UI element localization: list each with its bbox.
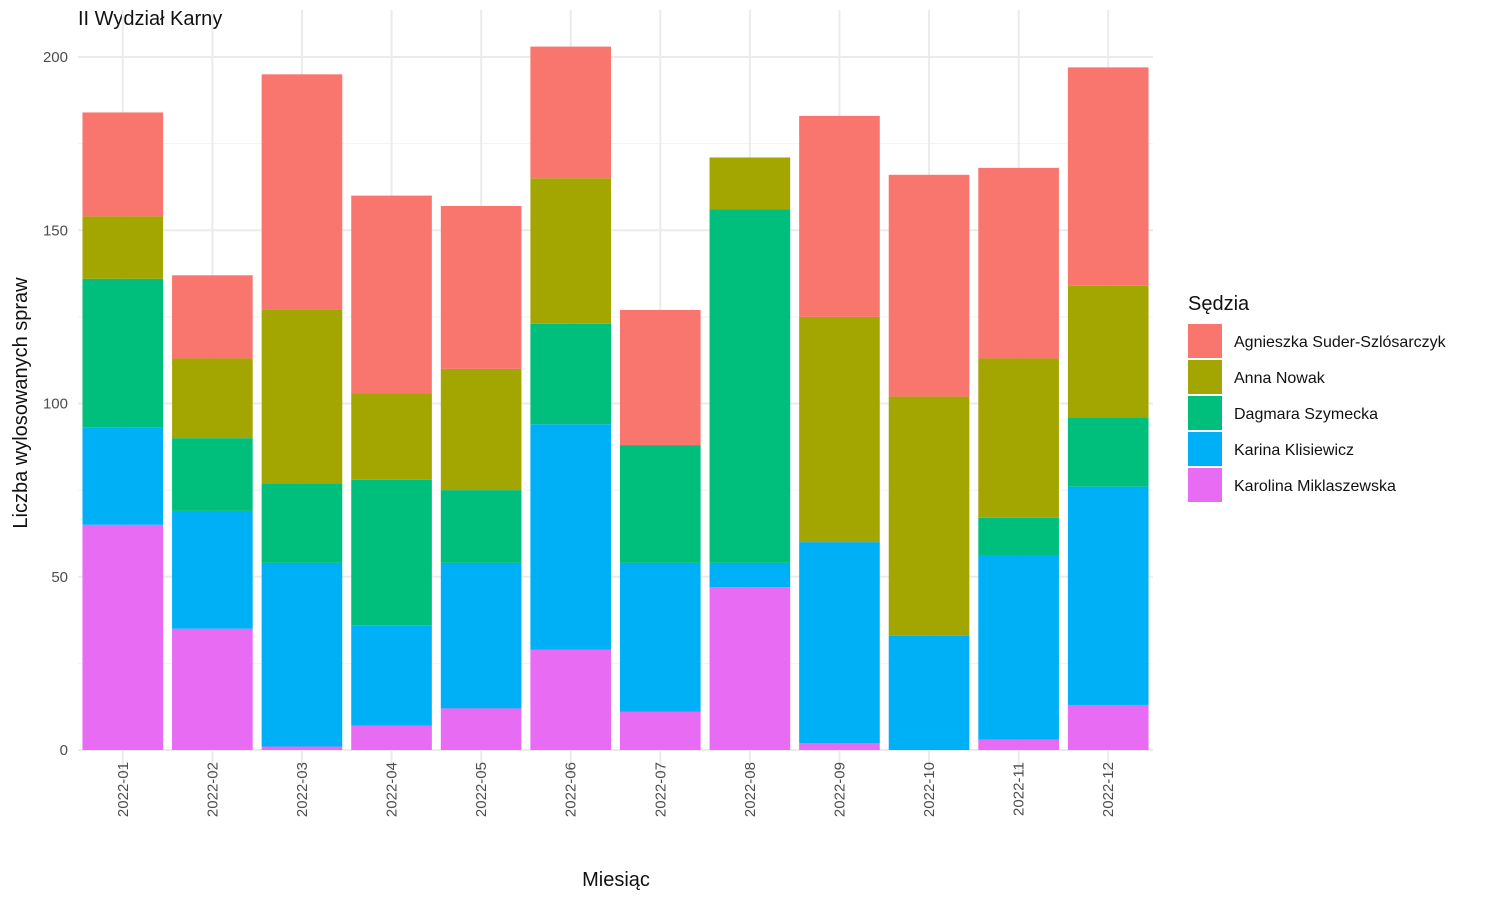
bar-segment-2022-12-1 bbox=[1067, 486, 1149, 705]
bar-segment-2022-12-4 bbox=[1067, 67, 1149, 286]
bar-segment-2022-08-1 bbox=[709, 562, 791, 588]
bar-segment-2022-06-3 bbox=[530, 178, 612, 324]
y-tick-label: 200 bbox=[43, 49, 68, 66]
bar-segment-2022-10-3 bbox=[888, 396, 970, 636]
bar-segment-2022-11-2 bbox=[978, 517, 1059, 556]
bar-segment-2022-07-4 bbox=[619, 309, 701, 446]
x-tick-label: 2022-01 bbox=[115, 762, 132, 817]
bar-segment-2022-01-0 bbox=[82, 524, 164, 750]
x-tick-label: 2022-10 bbox=[921, 762, 938, 817]
y-tick-label: 0 bbox=[60, 742, 68, 759]
legend-label: Karina Klisiewicz bbox=[1234, 442, 1354, 459]
bar-segment-2022-06-4 bbox=[530, 46, 612, 179]
bar-segment-2022-01-3 bbox=[82, 216, 164, 279]
x-tick-label: 2022-11 bbox=[1011, 762, 1028, 816]
legend-label: Karolina Miklaszewska bbox=[1234, 478, 1396, 495]
bar-segment-2022-04-3 bbox=[351, 393, 432, 480]
bar-segment-2022-02-1 bbox=[172, 510, 253, 629]
bar-segment-2022-07-1 bbox=[619, 562, 701, 712]
x-tick-label: 2022-06 bbox=[563, 762, 580, 817]
bar-segment-2022-05-0 bbox=[440, 708, 522, 750]
bar-segment-2022-09-1 bbox=[799, 542, 880, 744]
bar-segment-2022-10-4 bbox=[888, 174, 970, 397]
bar-segment-2022-11-1 bbox=[978, 555, 1059, 740]
bar-segment-2022-09-4 bbox=[799, 115, 880, 317]
bar-segment-2022-07-2 bbox=[619, 445, 701, 563]
legend-title: Sędzia bbox=[1188, 293, 1250, 315]
legend-swatch bbox=[1188, 432, 1222, 466]
bar-segment-2022-08-0 bbox=[709, 587, 791, 750]
bar-segment-2022-04-1 bbox=[351, 625, 432, 726]
bar-segment-2022-04-0 bbox=[351, 725, 432, 750]
legend: Sędzia Agnieszka Suder-Szlósarczyk Anna N… bbox=[1188, 293, 1447, 502]
bar-segment-2022-02-4 bbox=[172, 275, 253, 359]
x-tick-label: 2022-07 bbox=[652, 762, 669, 817]
legend-swatch bbox=[1188, 324, 1222, 358]
x-axis-title: Miesiąc bbox=[582, 869, 650, 891]
legend-swatch bbox=[1188, 360, 1222, 394]
bar-segment-2022-10-1 bbox=[888, 635, 970, 750]
bar-segment-2022-08-2 bbox=[709, 209, 791, 563]
legend-swatch bbox=[1188, 468, 1222, 502]
y-tick-label: 100 bbox=[43, 396, 68, 413]
x-tick-label: 2022-02 bbox=[204, 762, 221, 817]
bar-segment-2022-02-2 bbox=[172, 438, 253, 511]
bar-segment-2022-12-3 bbox=[1067, 285, 1149, 418]
bar-segment-2022-05-1 bbox=[440, 562, 522, 709]
bar-segment-2022-11-3 bbox=[978, 358, 1059, 518]
x-tick-label: 2022-04 bbox=[384, 762, 401, 817]
x-tick-label: 2022-05 bbox=[473, 762, 490, 817]
legend-label: Anna Nowak bbox=[1234, 370, 1326, 387]
bar-group bbox=[82, 46, 1149, 750]
y-axis-title: Liczba wylosowanych spraw bbox=[10, 277, 32, 529]
bar-segment-2022-08-3 bbox=[709, 157, 791, 210]
bar-segment-2022-01-4 bbox=[82, 112, 164, 217]
bar-segment-2022-04-4 bbox=[351, 195, 432, 394]
bar-segment-2022-03-3 bbox=[261, 309, 343, 484]
bar-segment-2022-05-3 bbox=[440, 368, 522, 491]
x-axis-ticks: 2022-01 2022-02 2022-03 2022-04 2022-05 2022-… bbox=[115, 762, 1117, 817]
x-tick-label: 2022-08 bbox=[742, 762, 759, 817]
bar-segment-2022-05-2 bbox=[440, 490, 522, 563]
bar-segment-2022-04-2 bbox=[351, 479, 432, 626]
legend-label: Agnieszka Suder-Szlósarczyk bbox=[1234, 334, 1447, 351]
legend-label: Dagmara Szymecka bbox=[1234, 406, 1378, 423]
bar-segment-2022-02-3 bbox=[172, 358, 253, 439]
x-tick-label: 2022-12 bbox=[1100, 762, 1117, 817]
bar-segment-2022-12-2 bbox=[1067, 417, 1149, 487]
chart-title: II Wydział Karny bbox=[78, 8, 223, 30]
bar-segment-2022-07-0 bbox=[619, 711, 701, 750]
bar-segment-2022-06-2 bbox=[530, 323, 612, 425]
y-tick-label: 150 bbox=[43, 222, 68, 239]
bar-segment-2022-11-4 bbox=[978, 167, 1059, 359]
bar-segment-2022-03-2 bbox=[261, 483, 343, 563]
bar-segment-2022-06-1 bbox=[530, 424, 612, 650]
bar-segment-2022-02-0 bbox=[172, 628, 253, 750]
bar-segment-2022-06-0 bbox=[530, 649, 612, 750]
bar-segment-2022-01-2 bbox=[82, 278, 164, 428]
y-axis-ticks: 0 50 100 150 200 bbox=[43, 49, 68, 759]
x-tick-label: 2022-09 bbox=[831, 762, 848, 817]
bar-segment-2022-12-0 bbox=[1067, 704, 1149, 750]
bar-segment-2022-03-0 bbox=[261, 746, 343, 750]
bar-segment-2022-11-0 bbox=[978, 739, 1059, 750]
bar-segment-2022-09-0 bbox=[799, 743, 880, 750]
bar-segment-2022-05-4 bbox=[440, 205, 522, 369]
bar-segment-2022-09-3 bbox=[799, 316, 880, 543]
y-tick-label: 50 bbox=[51, 569, 68, 586]
bar-segment-2022-03-1 bbox=[261, 562, 343, 747]
legend-swatch bbox=[1188, 396, 1222, 430]
bar-segment-2022-03-4 bbox=[261, 74, 343, 310]
bar-segment-2022-01-1 bbox=[82, 427, 164, 525]
x-tick-label: 2022-03 bbox=[294, 762, 311, 817]
